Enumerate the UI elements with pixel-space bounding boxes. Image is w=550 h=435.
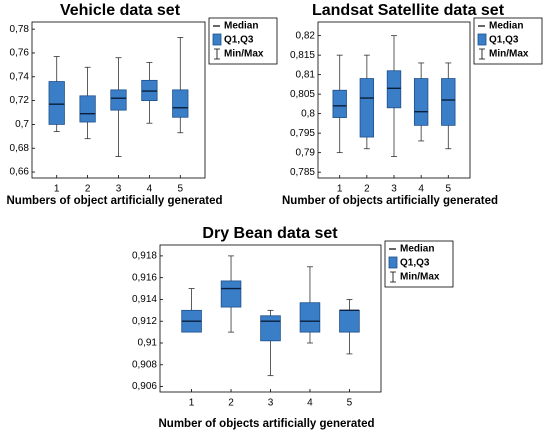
legend-box-symbol: [477, 33, 487, 46]
x-tick-label: 5: [347, 398, 353, 409]
box: [79, 95, 96, 123]
legend-minmax-symbol: [479, 48, 485, 60]
box: [413, 78, 429, 126]
x-tick-label: 3: [268, 398, 274, 409]
y-tick-label: 0,795: [290, 128, 315, 139]
box: [48, 81, 65, 125]
y-tick-label: 0,76: [10, 48, 30, 59]
box: [299, 302, 321, 333]
x-axis-label: Numbers of object artificially generated: [6, 195, 222, 207]
legend-label: Median: [400, 244, 434, 255]
x-tick-label: 4: [418, 184, 424, 195]
y-tick-label: 0,912: [132, 316, 157, 327]
legend-minmax-symbol: [214, 48, 220, 60]
y-tick-label: 0,805: [290, 89, 315, 100]
legend-box-symbol: [212, 33, 222, 46]
x-tick-label: 5: [446, 184, 452, 195]
y-tick-label: 0,68: [10, 143, 30, 154]
y-tick-label: 0,74: [10, 71, 30, 82]
y-tick-label: 0,908: [132, 359, 157, 370]
legend-label: Q1,Q3: [224, 35, 254, 46]
x-tick-label: 5: [178, 184, 184, 195]
x-tick-label: 2: [85, 184, 91, 195]
x-tick-label: 4: [307, 398, 313, 409]
y-tick-label: 0,81: [296, 69, 316, 80]
y-tick-label: 0,7: [15, 119, 29, 130]
y-tick-label: 0,91: [138, 338, 158, 349]
box: [386, 70, 402, 109]
legend-box-symbol: [388, 256, 398, 269]
y-tick-label: 0,906: [132, 381, 157, 392]
box: [359, 78, 375, 138]
y-tick-label: 0,815: [290, 50, 315, 61]
x-tick-label: 1: [189, 398, 195, 409]
legend-frame: [384, 240, 454, 288]
box: [260, 315, 281, 342]
legend-label: Median: [224, 21, 258, 32]
chart-title: Dry Bean data set: [202, 225, 338, 242]
legend-minmax-symbol: [390, 271, 396, 283]
y-tick-label: 0,78: [10, 24, 30, 35]
y-tick-label: 0,916: [132, 272, 157, 283]
legend-label: Min/Max: [400, 272, 440, 283]
y-tick-label: 0,66: [10, 167, 30, 178]
x-tick-label: 3: [116, 184, 122, 195]
legend-label: Median: [489, 21, 523, 32]
box: [172, 89, 189, 118]
x-tick-label: 2: [364, 184, 370, 195]
box: [110, 89, 127, 111]
legend-label: Min/Max: [224, 49, 264, 60]
x-tick-label: 1: [54, 184, 60, 195]
x-tick-label: 3: [391, 184, 397, 195]
x-tick-label: 2: [228, 398, 234, 409]
x-tick-label: 1: [337, 184, 343, 195]
legend-label: Q1,Q3: [400, 258, 430, 269]
box: [332, 89, 347, 118]
y-tick-label: 0,8: [301, 108, 315, 119]
box: [339, 309, 360, 333]
box: [220, 280, 242, 308]
box: [441, 78, 456, 126]
chart-title: Landsat Satellite data set: [312, 2, 505, 19]
y-tick-label: 0,918: [132, 251, 157, 262]
legend-label: Q1,Q3: [489, 35, 519, 46]
x-axis-label: Number of objects artificially generated: [282, 195, 498, 207]
chart-title: Vehicle data set: [60, 2, 181, 19]
x-axis-label: Number of objects artificially generated: [158, 418, 374, 430]
y-tick-label: 0,82: [296, 30, 316, 41]
y-tick-label: 0,914: [132, 294, 157, 305]
legend-label: Min/Max: [489, 49, 529, 60]
x-tick-label: 4: [147, 184, 153, 195]
y-tick-label: 0,785: [290, 167, 315, 178]
y-tick-label: 0,72: [10, 95, 30, 106]
y-tick-label: 0,79: [296, 147, 316, 158]
